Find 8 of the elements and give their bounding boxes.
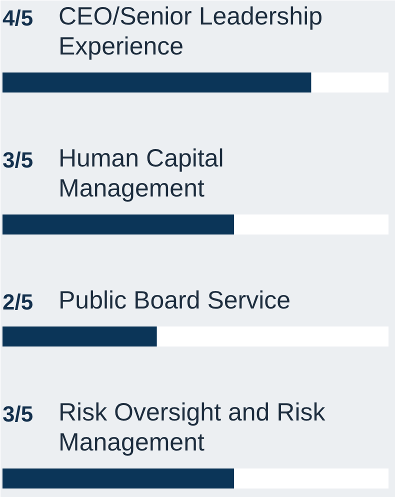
y-tick-label: Public Board Service xyxy=(58,286,291,314)
annotation: 2/5 xyxy=(2,290,34,314)
y-tick-label: CEO/Senior Leadership Experience xyxy=(58,2,323,60)
annotation: 3/5 xyxy=(2,402,34,426)
annotation: 3/5 xyxy=(2,148,34,172)
y-tick-label: Human Capital Management xyxy=(58,144,224,202)
y-tick-label: Risk Oversight and Risk Management xyxy=(58,398,326,456)
annotation: 4/5 xyxy=(2,6,34,30)
